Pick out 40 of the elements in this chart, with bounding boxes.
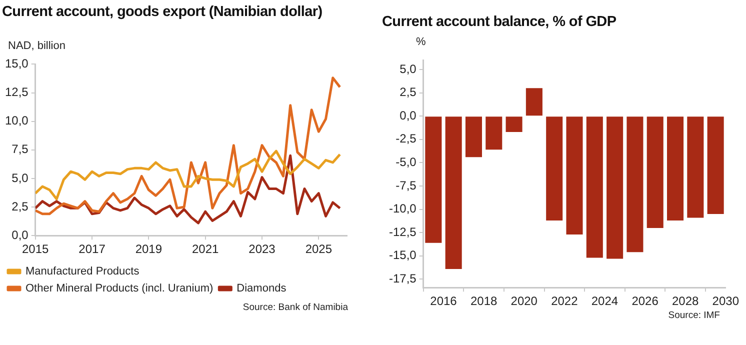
- y-tick-label: -15,0: [388, 248, 417, 262]
- x-tick-label: 2020: [510, 294, 538, 308]
- x-tick-label: 2021: [192, 242, 220, 256]
- source-note: Source: Bank of Namibia: [242, 302, 348, 313]
- y-tick-label: -7,5: [396, 178, 417, 192]
- y-tick-label: 2,5: [400, 85, 417, 100]
- x-tick-label: 2030: [712, 294, 740, 308]
- y-tick-label: 0,0: [12, 228, 29, 242]
- y-tick-label: 7,5: [12, 142, 29, 156]
- y-tick-label: 15,0: [4, 56, 29, 71]
- y-tick-label: -17,5: [388, 272, 417, 286]
- y-tick-label: -10,0: [388, 202, 417, 216]
- y-tick-label: -2,5: [396, 132, 417, 146]
- x-tick-label: 2024: [591, 294, 618, 308]
- x-tick-label: 2023: [248, 242, 276, 256]
- y-tick-label: 5,0: [12, 170, 29, 185]
- x-tick-label: 2015: [22, 242, 50, 256]
- chart-title: Current account, goods export (Namibian dollar): [2, 4, 324, 21]
- x-tick-label: 2018: [470, 294, 498, 308]
- chart-title: Current account balance, % of GDP: [382, 14, 618, 31]
- source-note: Source: IMF: [668, 310, 720, 321]
- x-tick-label: 2025: [305, 242, 332, 256]
- legend-label: Diamonds: [236, 282, 287, 295]
- x-tick-label: 2026: [632, 294, 659, 308]
- y-axis-title: NAD, billion: [8, 40, 66, 52]
- x-tick-label: 2028: [672, 294, 700, 308]
- y-tick-label: -12,5: [388, 224, 417, 239]
- y-tick-label: 0,0: [400, 108, 417, 122]
- x-tick-label: 2019: [135, 242, 162, 256]
- legend-label: Other Mineral Products (incl. Uranium): [26, 282, 214, 295]
- x-tick-label: 2022: [551, 294, 578, 308]
- y-axis-title: %: [416, 36, 426, 48]
- y-tick-label: 5,0: [400, 62, 417, 76]
- y-tick-label: 12,5: [4, 85, 29, 100]
- y-tick-label: 2,5: [12, 199, 29, 214]
- legend-label: Manufactured Products: [26, 266, 140, 278]
- x-tick-label: 2017: [78, 242, 106, 256]
- y-tick-label: -5,0: [396, 155, 417, 170]
- x-tick-label: 2016: [430, 294, 458, 308]
- y-tick-label: 10,0: [4, 114, 29, 128]
